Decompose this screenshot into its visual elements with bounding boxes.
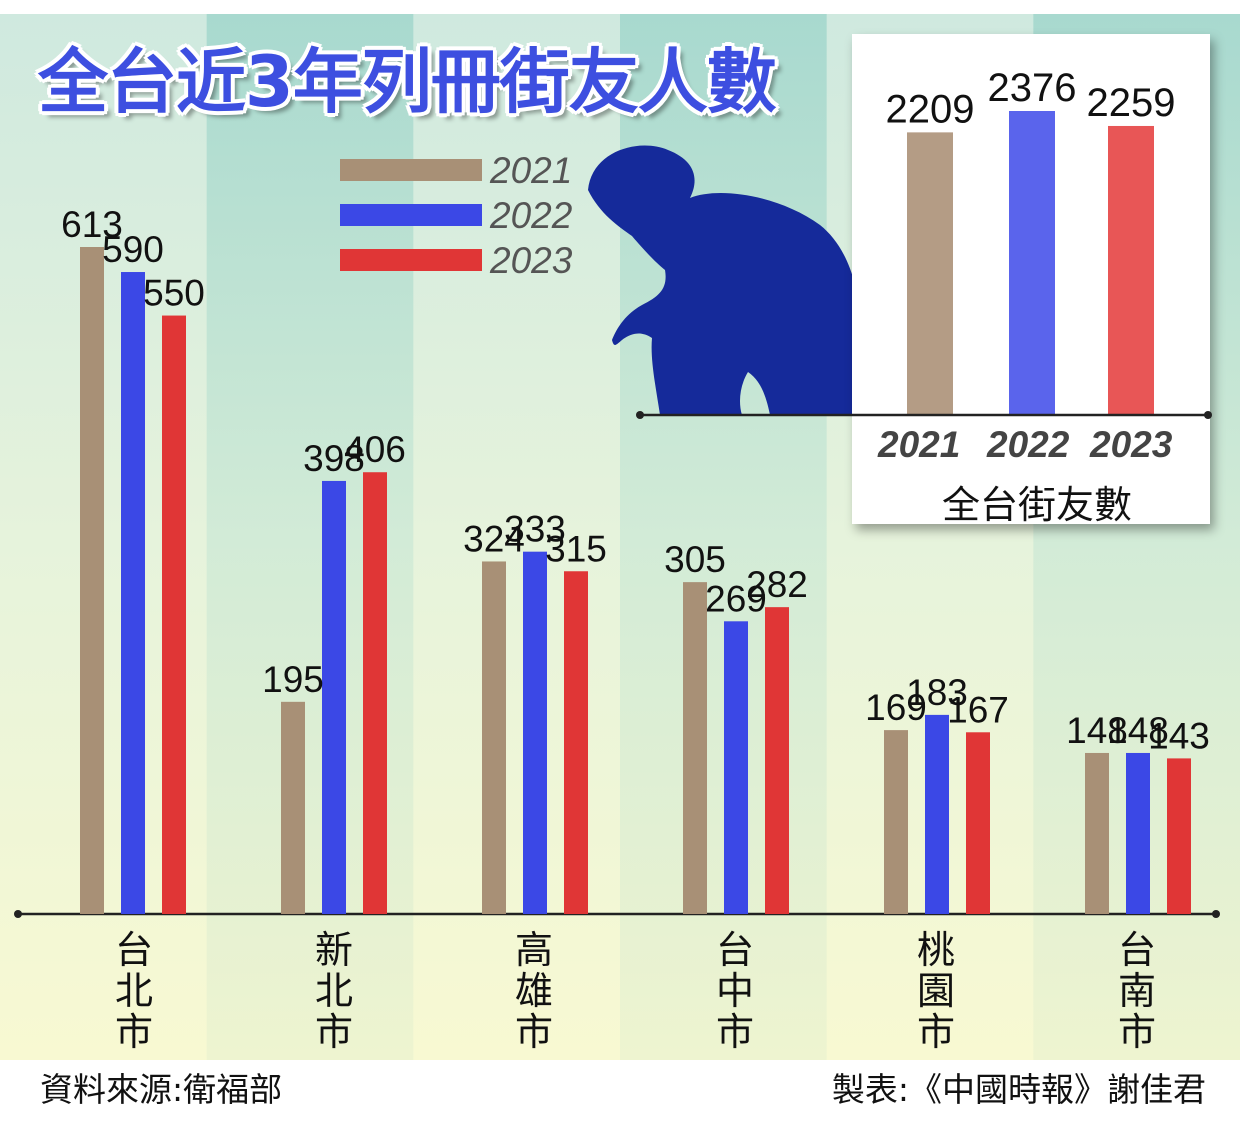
data-label: 269 — [705, 578, 767, 619]
inset-year-label: 2022 — [987, 424, 1070, 465]
category-label: 台北市 — [114, 928, 153, 1054]
data-label: 324 — [463, 518, 525, 559]
bar — [322, 480, 346, 914]
bar — [363, 472, 387, 914]
bar — [564, 571, 588, 914]
bar — [683, 582, 707, 914]
bar — [482, 561, 506, 914]
bar — [765, 607, 789, 914]
chart-title: 全台近3年列冊街友人數 — [38, 41, 777, 123]
category-label: 桃園市 — [916, 928, 955, 1054]
baseline-end-dot — [14, 910, 22, 918]
source-label: 資料來源:衛福部 — [40, 1070, 283, 1109]
inset-year-label: 2021 — [878, 424, 961, 465]
legend-item-2023: 2023 — [340, 240, 590, 281]
data-label: 406 — [344, 429, 406, 470]
data-label: 169 — [865, 687, 927, 728]
data-label: 183 — [906, 672, 968, 713]
legend-item-2022: 2022 — [340, 195, 590, 236]
legend-label: 2022 — [490, 195, 573, 236]
legend-swatch — [340, 249, 482, 271]
legend-label: 2021 — [490, 150, 573, 191]
data-label: 305 — [664, 539, 726, 580]
bar — [1085, 752, 1109, 914]
data-label: 148 — [1107, 710, 1169, 751]
legend-label: 2023 — [490, 240, 573, 281]
bar — [121, 272, 145, 914]
credit-label: 製表:《中國時報》謝佳君 — [831, 1070, 1206, 1109]
legend-item-2021: 2021 — [340, 150, 590, 191]
homeless-silhouette-illustration — [588, 145, 860, 416]
data-label: 143 — [1148, 715, 1210, 756]
bar — [80, 247, 104, 914]
data-label: 590 — [102, 229, 164, 270]
category-label: 高雄市 — [514, 928, 553, 1054]
bar — [966, 732, 990, 914]
legend-swatch — [340, 204, 482, 226]
data-label: 195 — [262, 659, 324, 700]
data-label: 613 — [61, 204, 123, 245]
bar — [162, 315, 186, 914]
baseline-end-dot — [1212, 910, 1220, 918]
data-label: 333 — [504, 509, 566, 550]
bar — [724, 621, 748, 914]
legend-swatch — [340, 159, 482, 181]
data-label: 398 — [303, 438, 365, 479]
data-label: 550 — [143, 273, 205, 314]
bar — [884, 730, 908, 914]
data-label: 148 — [1066, 710, 1128, 751]
category-label: 台中市 — [715, 928, 754, 1054]
data-label: 167 — [947, 689, 1009, 730]
inset-caption: 全台街友數 — [941, 483, 1132, 527]
category-label: 新北市 — [314, 928, 353, 1054]
inset-year-label: 2023 — [1090, 424, 1173, 465]
bar — [523, 551, 547, 914]
data-label: 282 — [746, 564, 808, 605]
bar — [281, 701, 305, 914]
bar — [925, 714, 949, 914]
bar — [1126, 752, 1150, 914]
bar — [1167, 758, 1191, 914]
category-label: 台南市 — [1117, 928, 1156, 1054]
data-label: 315 — [545, 528, 607, 569]
